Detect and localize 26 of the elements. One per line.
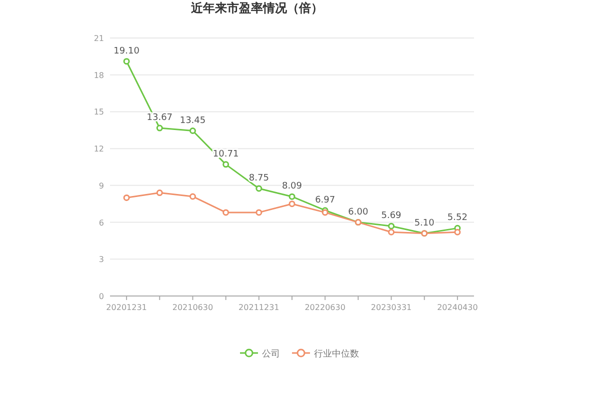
legend-label: 公司 [262, 348, 280, 360]
y-tick-label: 18 [94, 70, 104, 80]
x-tick-label: 20220630 [304, 303, 346, 312]
x-tick-label: 20210630 [172, 303, 214, 312]
x-tick-label: 20201231 [106, 303, 147, 312]
y-tick-label: 0 [98, 292, 104, 301]
chart-title: 近年来市盈率情况（倍） [190, 1, 323, 15]
x-tick-label: 20211231 [238, 303, 280, 312]
data-label: 19.10 [114, 46, 140, 56]
data-label: 8.75 [248, 174, 269, 184]
legend-label: 行业中位数 [314, 348, 359, 360]
data-label: 5.10 [414, 218, 435, 228]
y-tick-label: 21 [94, 34, 104, 43]
data-label: 6.00 [348, 207, 368, 218]
x-tick-label: 20230331 [370, 303, 412, 312]
y-tick-label: 15 [94, 108, 104, 117]
data-label: 6.97 [315, 195, 336, 206]
data-label: 13.45 [180, 116, 206, 126]
x-tick-label: 20240430 [437, 303, 478, 312]
data-label: 5.52 [447, 213, 468, 224]
y-tick-label: 6 [98, 218, 104, 228]
y-tick-label: 12 [94, 144, 104, 154]
data-label: 5.69 [381, 211, 402, 222]
data-label: 8.09 [282, 182, 302, 192]
y-tick-label: 9 [98, 181, 104, 190]
y-tick-label: 3 [98, 255, 104, 264]
